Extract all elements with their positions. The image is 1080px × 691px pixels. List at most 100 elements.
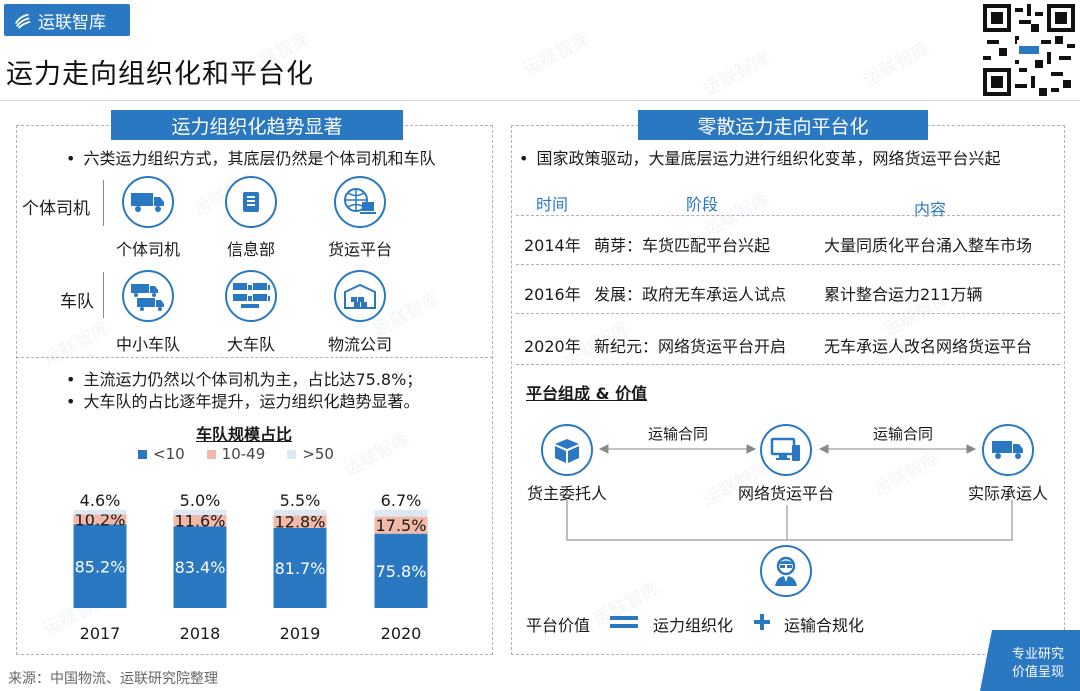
left-panel: 运力组织化趋势显著 <box>16 110 493 655</box>
bar-segment <box>73 524 127 608</box>
bar-segment <box>374 516 428 534</box>
timeline-header-stage: 阶段 <box>686 195 719 214</box>
x-tick-label: 2018 <box>180 624 221 643</box>
timeline-rule <box>516 313 1060 314</box>
bar-segment <box>273 527 327 608</box>
bar-segment <box>273 510 327 516</box>
platform-value-organization: 运力组织化 <box>653 616 734 635</box>
legend-label: >50 <box>302 445 334 463</box>
page-title: 运力走向组织化和平台化 <box>6 59 314 90</box>
warehouse-icon <box>334 270 386 322</box>
chart-title: 车队规模占比 <box>196 425 293 444</box>
data-label: 85.2% <box>75 557 126 576</box>
timeline-stage: 新纪元：网络货运平台开启 <box>594 337 787 356</box>
research-badge: 专业研究 价值呈现 <box>980 630 1080 691</box>
person-icon <box>760 545 812 597</box>
title-rule <box>0 100 1080 101</box>
data-label: 81.7% <box>275 559 326 578</box>
qr-code-icon <box>983 4 1075 96</box>
plus-icon <box>754 614 770 630</box>
timeline-stage: 发展：政府无车承运人试点 <box>594 285 787 304</box>
bar-segment <box>374 533 428 608</box>
timeline-rule <box>516 215 1060 216</box>
badge-line-2: 价值呈现 <box>1012 664 1064 680</box>
truck-fleet-icon <box>225 270 277 322</box>
timeline-stage: 萌芽：车货匹配平台兴起 <box>594 236 771 255</box>
bar-segment <box>374 510 428 517</box>
row-bracket <box>103 272 104 318</box>
badge-line-1: 专业研究 <box>1012 647 1064 662</box>
globe-laptop-icon <box>334 176 386 228</box>
equals-icon <box>610 616 638 628</box>
item-label: 大车队 <box>226 335 275 354</box>
truck-icon <box>982 424 1034 476</box>
data-label: 5.0% <box>180 491 221 510</box>
x-tick-label: 2017 <box>80 624 121 643</box>
item-label: 物流公司 <box>327 335 392 354</box>
devices-icon <box>760 424 812 476</box>
timeline-rule <box>516 364 1060 365</box>
data-label: 83.4% <box>175 558 226 577</box>
row-bracket <box>103 180 104 226</box>
item-label: 货运平台 <box>327 240 392 259</box>
right-panel: 零散运力走向平台化 <box>511 110 1065 655</box>
row-label-fleets: 车队 <box>60 292 94 312</box>
legend-label: <10 <box>153 445 185 463</box>
flow-node-label: 网络货运平台 <box>737 484 834 503</box>
brand-logo: 运联智库 <box>4 4 130 36</box>
data-label: 6.7% <box>381 491 422 510</box>
source-note: 来源：中国物流、运联研究院整理 <box>8 671 218 687</box>
legend-label: 10-49 <box>221 445 266 463</box>
x-tick-label: 2020 <box>381 624 422 643</box>
brand-swirl-icon <box>14 13 31 29</box>
contract-label: 运输合同 <box>872 425 933 443</box>
chart-legend: <10 10-49 >50 <box>138 445 334 463</box>
row-label-drivers: 个体司机 <box>22 199 90 219</box>
item-label: 中小车队 <box>115 335 180 354</box>
data-label: 75.8% <box>376 562 427 581</box>
bar-segment <box>173 514 227 527</box>
single-truck-icon <box>122 176 174 228</box>
data-label: 10.2% <box>75 511 126 530</box>
phone-info-icon <box>225 176 277 228</box>
data-label: 12.8% <box>275 513 326 532</box>
brand-name: 运联智库 <box>38 12 106 33</box>
left-bottom-bullet: 大车队的占比逐年提升，运力组织化趋势显著。 <box>66 388 419 412</box>
data-label: 11.6% <box>175 512 226 531</box>
left-panel-header: 运力组织化趋势显著 <box>111 110 403 140</box>
box-icon <box>541 424 593 476</box>
data-label: 4.6% <box>80 491 121 510</box>
bar-segment <box>173 510 227 515</box>
platform-value-label: 平台价值 <box>526 616 591 635</box>
bar-segment <box>73 514 127 525</box>
flow-node-label: 货主委托人 <box>526 484 607 503</box>
legend-swatch <box>138 449 147 459</box>
bar-segment <box>173 526 227 608</box>
data-label: 5.5% <box>280 491 321 510</box>
legend-swatch <box>206 449 216 459</box>
legend-swatch <box>287 449 297 459</box>
timeline-content: 大量同质化平台涌入整车市场 <box>824 236 1033 255</box>
fleet-size-chart: 85.2% 10.2%4.6% 2017 83.4% 11.6% 5.0% 2018 81.7… <box>73 491 428 643</box>
data-label: 17.5% <box>376 516 427 535</box>
platform-title: 平台组成 & 价值 <box>526 384 648 403</box>
left-top-bullet: 六类运力组织方式，其底层仍然是个体司机和车队 <box>66 145 435 169</box>
timeline-rule <box>516 264 1060 265</box>
bar-segment <box>73 510 127 515</box>
platform-value-compliance: 运输合规化 <box>784 616 865 635</box>
timeline-header-content: 内容 <box>914 200 947 219</box>
flow-node-label: 实际承运人 <box>967 484 1048 503</box>
timeline-year: 2014年 <box>524 236 581 255</box>
timeline-content: 无车承运人改名网络货运平台 <box>824 337 1033 356</box>
bar-segment <box>273 515 327 528</box>
x-tick-label: 2019 <box>280 624 321 643</box>
timeline-year: 2016年 <box>524 285 581 304</box>
contract-label: 运输合同 <box>647 425 708 443</box>
timeline-content: 累计整合运力211万辆 <box>824 285 983 304</box>
item-label: 个体司机 <box>115 240 180 259</box>
two-trucks-icon <box>122 270 174 322</box>
right-panel-header: 零散运力走向平台化 <box>638 110 928 140</box>
left-divider <box>16 357 493 358</box>
timeline-header-time: 时间 <box>536 195 569 214</box>
